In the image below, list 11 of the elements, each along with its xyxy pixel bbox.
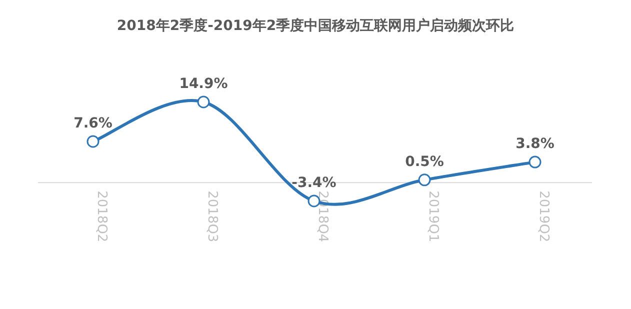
x-tick: 2018Q2 [94,190,109,242]
x-tick: 2019Q1 [426,190,440,242]
x-tick: 2018Q4 [315,190,330,242]
data-label: 0.5% [405,154,444,170]
x-tick: 2019Q2 [536,190,551,242]
data-label: -3.4% [292,175,336,191]
data-label: 7.6% [74,116,112,132]
data-label: 3.8% [516,136,554,152]
x-tick: 2018Q3 [204,190,220,242]
data-label: 14.9% [179,76,228,92]
title: 2018年2季度-2019年2季度中国移动互联网用户启动频次环比 [116,18,514,34]
